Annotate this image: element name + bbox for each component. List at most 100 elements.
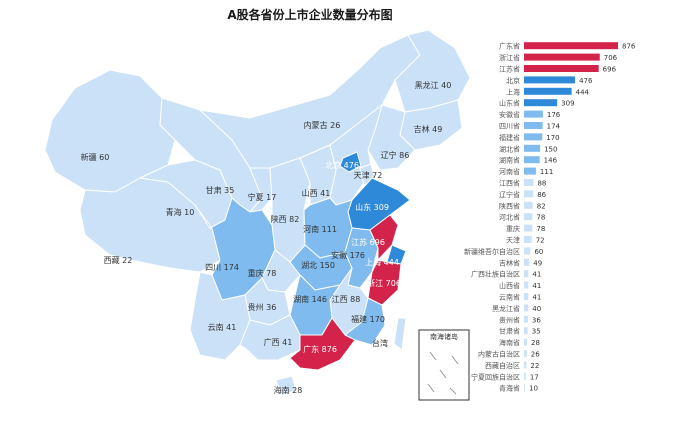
bar-category-label: 海南省: [499, 338, 520, 347]
bar[interactable]: [524, 99, 558, 107]
bar-category-label: 广东省: [499, 42, 520, 51]
bar-value-label: 35: [532, 328, 541, 336]
map-label-云南: 云南 41: [208, 322, 237, 332]
map-label-山东: 山东 309: [355, 202, 389, 212]
bar[interactable]: [524, 247, 531, 255]
bar[interactable]: [524, 76, 576, 84]
bar[interactable]: [524, 144, 541, 152]
bar-category-label: 北京: [506, 76, 520, 85]
province-北京[interactable]: [339, 151, 362, 173]
bar[interactable]: [524, 384, 526, 392]
bar-value-label: 60: [534, 248, 543, 256]
province-四川[interactable]: [194, 197, 276, 301]
map-label-天津: 天津 72: [354, 170, 383, 180]
bar-category-label: 浙江省: [499, 53, 520, 62]
map-label-重庆: 重庆 78: [248, 268, 277, 278]
bar[interactable]: [524, 293, 529, 300]
bar[interactable]: [524, 258, 530, 266]
bar[interactable]: [524, 87, 572, 95]
bar-value-label: 40: [532, 305, 541, 313]
bar-category-label: 内蒙古自治区: [478, 350, 520, 359]
map-label-黑龙江: 黑龙江 40: [415, 80, 452, 90]
map-label-安徽: 安徽 176: [331, 250, 365, 260]
bar-value-label: 10: [529, 385, 538, 393]
bar-value-label: 41: [532, 294, 541, 302]
map-label-青海: 青海 10: [166, 207, 195, 217]
bar[interactable]: [524, 65, 599, 72]
bar-category-label: 河北省: [499, 213, 520, 222]
map-label-辽宁: 辽宁 86: [381, 150, 410, 160]
bar[interactable]: [524, 338, 528, 346]
province-海南[interactable]: [275, 375, 297, 397]
bar-category-label: 福建省: [499, 133, 520, 142]
bar[interactable]: [524, 327, 528, 335]
bar[interactable]: [524, 53, 600, 61]
bar[interactable]: [524, 110, 543, 118]
bar-value-label: 86: [537, 191, 546, 199]
bar-category-label: 甘肃省: [499, 327, 520, 336]
map-label-河南: 河南 111: [303, 224, 337, 234]
bar-category-label: 江苏省: [499, 65, 520, 74]
bar-category-label: 湖南省: [499, 156, 520, 165]
map-label-广西: 广西 41: [264, 337, 293, 347]
province-台湾[interactable]: [393, 317, 407, 351]
inset-dash: [449, 387, 457, 395]
inset-dash: [451, 355, 459, 365]
bar[interactable]: [524, 122, 543, 129]
map-label-海南: 海南 28: [274, 385, 303, 395]
map-label-福建: 福建 170: [351, 314, 385, 324]
map-label-上海: 上海 444: [365, 257, 399, 267]
bar-category-label: 广西壮族自治区: [471, 270, 520, 279]
bar[interactable]: [524, 156, 540, 164]
bar[interactable]: [524, 361, 527, 369]
bar[interactable]: [524, 270, 529, 278]
inset-frame: [418, 329, 470, 401]
province-福建[interactable]: [344, 297, 386, 346]
bar[interactable]: [524, 213, 533, 221]
bar-value-label: 26: [531, 351, 540, 359]
map-label-湖南: 湖南 146: [293, 294, 327, 304]
bar-value-label: 41: [532, 282, 541, 290]
map-label-甘肃: 甘肃 35: [206, 185, 235, 195]
bar[interactable]: [524, 236, 532, 243]
bar-value-label: 476: [579, 77, 593, 85]
map-label-吉林: 吉林 49: [414, 124, 443, 134]
map-label-浙江: 浙江 706: [367, 278, 401, 288]
bar-category-label: 云南省: [499, 293, 520, 302]
bar-value-label: 41: [532, 271, 541, 279]
inset-dash: [439, 369, 447, 379]
map-label-taiwan: 台湾: [372, 338, 388, 348]
bar[interactable]: [524, 190, 534, 198]
bar[interactable]: [524, 224, 533, 232]
bar[interactable]: [524, 372, 526, 380]
bar-value-label: 696: [603, 66, 617, 74]
bar-category-label: 黑龙江省: [492, 304, 520, 313]
bar-value-label: 176: [547, 111, 561, 119]
province-广东[interactable]: [289, 317, 356, 371]
map-label-新疆: 新疆 60: [81, 152, 110, 162]
bar[interactable]: [524, 42, 618, 50]
bar-value-label: 78: [536, 214, 545, 222]
bar-value-label: 82: [537, 202, 546, 210]
bar[interactable]: [524, 281, 529, 289]
bar-value-label: 150: [544, 145, 557, 153]
south-china-sea-inset: 南海诸岛: [418, 329, 470, 401]
bar-value-label: 36: [532, 316, 541, 324]
bar-category-label: 湖北省: [499, 144, 520, 153]
province-广西[interactable]: [239, 314, 301, 361]
bar[interactable]: [524, 315, 528, 323]
bar[interactable]: [524, 304, 529, 312]
bar[interactable]: [524, 201, 533, 209]
bar-category-label: 青海省: [499, 384, 520, 393]
bar-category-label: 四川省: [499, 122, 520, 131]
bar[interactable]: [524, 167, 536, 175]
map-label-西藏: 西藏 22: [104, 255, 133, 265]
map-label-贵州: 贵州 36: [248, 302, 277, 312]
bar[interactable]: [524, 350, 527, 357]
inset-dash: [429, 351, 437, 361]
bar[interactable]: [524, 133, 543, 141]
bar[interactable]: [524, 179, 534, 186]
map-label-广东: 广东 876: [303, 344, 337, 354]
